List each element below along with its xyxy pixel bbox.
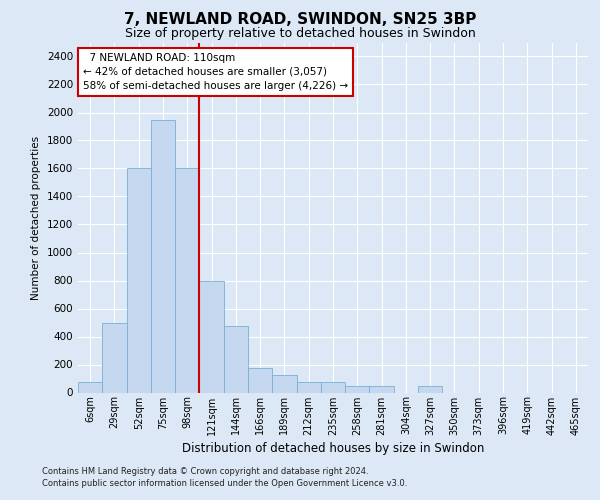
Bar (151, 120, 175, 392)
Bar (102, 322, 127, 392)
Bar (321, 382, 345, 392)
Bar (127, 168, 151, 392)
Bar (175, 168, 199, 392)
Bar (370, 386, 394, 392)
X-axis label: Distribution of detached houses by size in Swindon: Distribution of detached houses by size … (182, 442, 484, 454)
Bar (345, 386, 370, 392)
Bar (272, 375, 296, 392)
Bar (199, 280, 224, 392)
Text: Contains public sector information licensed under the Open Government Licence v3: Contains public sector information licen… (42, 478, 407, 488)
Bar (248, 368, 272, 392)
Bar (224, 326, 248, 392)
Text: 7, NEWLAND ROAD, SWINDON, SN25 3BP: 7, NEWLAND ROAD, SWINDON, SN25 3BP (124, 12, 476, 28)
Text: Contains HM Land Registry data © Crown copyright and database right 2024.: Contains HM Land Registry data © Crown c… (42, 467, 368, 476)
Text: Size of property relative to detached houses in Swindon: Size of property relative to detached ho… (125, 28, 475, 40)
Y-axis label: Number of detached properties: Number of detached properties (31, 136, 41, 300)
Bar (78, 382, 102, 392)
Text: 7 NEWLAND ROAD: 110sqm  
← 42% of detached houses are smaller (3,057)
58% of sem: 7 NEWLAND ROAD: 110sqm ← 42% of detached… (83, 53, 348, 91)
Bar (296, 382, 321, 392)
Bar (418, 386, 442, 392)
